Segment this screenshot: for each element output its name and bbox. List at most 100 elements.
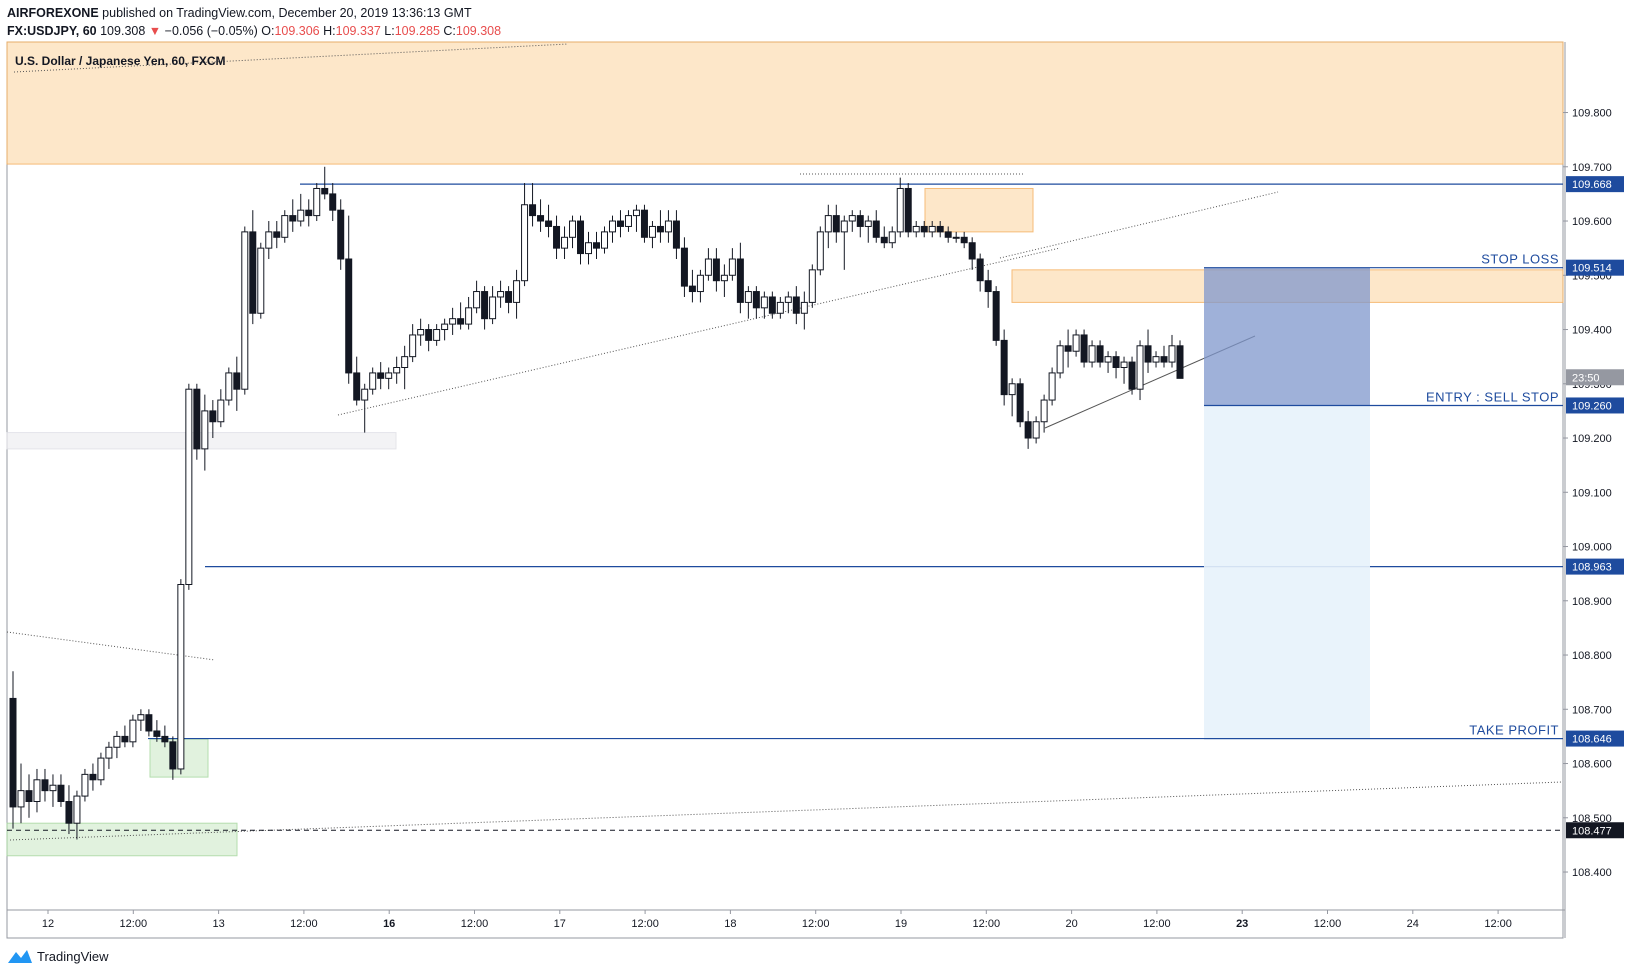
candle-down[interactable] — [616, 220, 624, 227]
candle-down[interactable] — [1000, 339, 1008, 396]
candle-up[interactable] — [1048, 372, 1056, 401]
candle-up[interactable] — [521, 204, 529, 282]
candle-up[interactable] — [297, 209, 305, 222]
candle-down[interactable] — [792, 296, 800, 314]
candle-down[interactable] — [209, 410, 217, 423]
candle-down[interactable] — [1112, 356, 1120, 368]
candle-up[interactable] — [800, 301, 808, 314]
candle-down[interactable] — [345, 258, 353, 374]
candle-down[interactable] — [353, 372, 361, 401]
candle-up[interactable] — [1152, 356, 1160, 363]
candle-down[interactable] — [65, 801, 73, 824]
candle-up[interactable] — [361, 388, 369, 401]
publisher-name[interactable]: AIRFOREXONE — [7, 6, 99, 20]
candle-up[interactable] — [433, 329, 441, 341]
candle-down[interactable] — [1016, 383, 1024, 423]
candle-down[interactable] — [680, 247, 688, 287]
candle-up[interactable] — [113, 735, 121, 748]
candle-up[interactable] — [888, 231, 896, 244]
candle-down[interactable] — [944, 231, 952, 238]
candle-up[interactable] — [385, 372, 393, 379]
candle-up[interactable] — [129, 719, 137, 743]
candle-up[interactable] — [33, 779, 41, 802]
candle-up[interactable] — [217, 399, 225, 423]
candle-down[interactable] — [712, 258, 720, 282]
candle-up[interactable] — [720, 274, 728, 282]
candle-up[interactable] — [776, 301, 784, 314]
reward-zone[interactable] — [1204, 405, 1370, 739]
candle-up[interactable] — [585, 242, 593, 255]
candle-up[interactable] — [241, 231, 249, 390]
candle-down[interactable] — [9, 697, 17, 808]
symbol-label[interactable]: FX:USDJPY, 60 — [7, 24, 97, 38]
candle-down[interactable] — [337, 209, 345, 260]
candle-up[interactable] — [97, 757, 105, 781]
candle-down[interactable] — [1176, 345, 1184, 379]
candle-down[interactable] — [321, 187, 329, 195]
candle-down[interactable] — [25, 790, 33, 803]
candle-down[interactable] — [1064, 345, 1072, 352]
candle-down[interactable] — [880, 236, 888, 244]
candle-up[interactable] — [1072, 334, 1080, 352]
candle-down[interactable] — [305, 209, 313, 217]
candle-up[interactable] — [17, 790, 25, 808]
candle-up[interactable] — [632, 209, 640, 217]
candle-up[interactable] — [417, 329, 425, 336]
candle-up[interactable] — [816, 231, 824, 271]
candle-up[interactable] — [952, 236, 960, 239]
candle-up[interactable] — [1120, 361, 1128, 369]
candle-down[interactable] — [41, 779, 49, 792]
candle-down[interactable] — [425, 329, 433, 341]
risk-zone[interactable] — [1204, 267, 1370, 406]
candle-up[interactable] — [1168, 345, 1176, 363]
candle-down[interactable] — [553, 225, 561, 249]
footer-brand[interactable]: TradingView — [7, 948, 109, 964]
candle-down[interactable] — [481, 291, 489, 320]
candle-down[interactable] — [153, 730, 161, 737]
candle-down[interactable] — [377, 372, 385, 379]
candle-up[interactable] — [1032, 421, 1040, 439]
candle-up[interactable] — [824, 215, 832, 233]
candle-up[interactable] — [393, 367, 401, 374]
candle-down[interactable] — [968, 242, 976, 260]
candle-down[interactable] — [1144, 345, 1152, 363]
candle-up[interactable] — [201, 410, 209, 450]
candle-up[interactable] — [1136, 345, 1144, 390]
candle-down[interactable] — [688, 285, 696, 293]
candle-up[interactable] — [257, 247, 265, 314]
candle-up[interactable] — [840, 220, 848, 233]
candle-up[interactable] — [912, 225, 920, 233]
candle-up[interactable] — [1008, 383, 1016, 396]
candle-up[interactable] — [561, 236, 569, 249]
chart-legend-title[interactable]: U.S. Dollar / Japanese Yen, 60, FXCM — [15, 54, 226, 68]
candle-up[interactable] — [281, 215, 289, 238]
candle-up[interactable] — [784, 296, 792, 303]
candle-down[interactable] — [752, 291, 760, 309]
candle-up[interactable] — [441, 323, 449, 331]
candle-up[interactable] — [369, 372, 377, 390]
candle-down[interactable] — [992, 291, 1000, 341]
candle-down[interactable] — [193, 388, 201, 450]
candle-up[interactable] — [489, 296, 497, 320]
candle-down[interactable] — [960, 236, 968, 244]
candle-down[interactable] — [145, 714, 153, 732]
candle-down[interactable] — [736, 258, 744, 303]
candle-down[interactable] — [672, 220, 680, 249]
candle-down[interactable] — [505, 291, 513, 303]
candle-down[interactable] — [289, 215, 297, 222]
candle-down[interactable] — [1080, 334, 1088, 363]
candle-down[interactable] — [832, 215, 840, 233]
candle-up[interactable] — [73, 795, 81, 824]
candle-down[interactable] — [593, 242, 600, 249]
candle-up[interactable] — [1088, 345, 1096, 363]
candle-up[interactable] — [696, 274, 704, 293]
candle-down[interactable] — [161, 735, 169, 743]
price-chart[interactable]: STOP LOSS ENTRY : SELL STOP TAKE PROFIT 10… — [0, 0, 1627, 945]
candle-up[interactable] — [105, 746, 113, 759]
candle-up[interactable] — [1056, 345, 1064, 374]
candle-down[interactable] — [529, 204, 537, 217]
candle-down[interactable] — [169, 741, 177, 770]
candle-down[interactable] — [457, 318, 465, 325]
candle-up[interactable] — [728, 258, 736, 276]
candle-up[interactable] — [81, 773, 89, 797]
